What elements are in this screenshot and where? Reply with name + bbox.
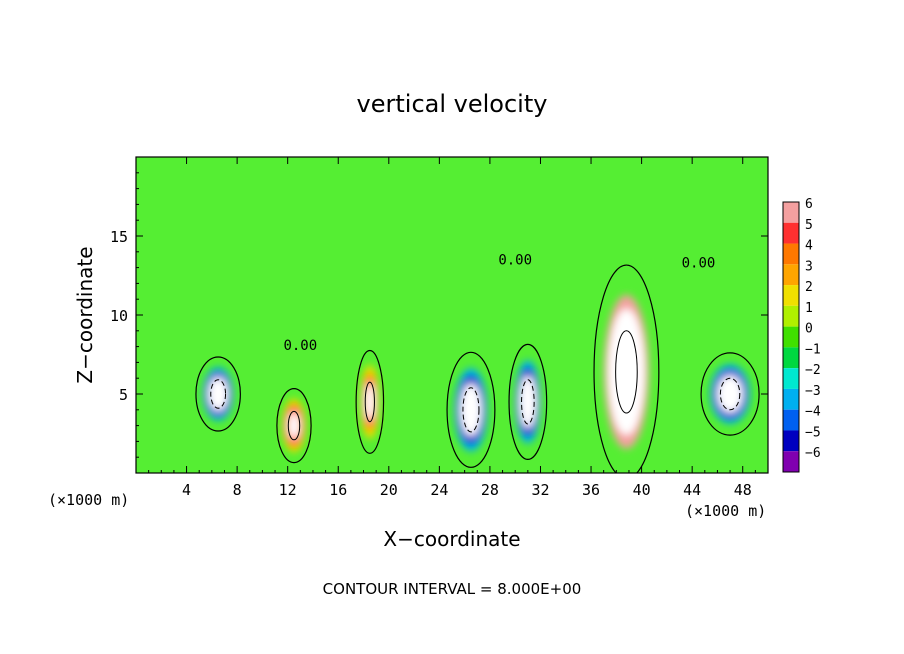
colorbar-label-5: 1 <box>805 301 813 316</box>
contour-label-1: 0.00 <box>498 252 532 268</box>
colorbar-swatch-5 <box>783 305 799 327</box>
feature-downdraft-2-level-5 <box>465 396 477 424</box>
colorbar-swatch-10 <box>783 409 799 431</box>
x-tick-label-0: 4 <box>182 481 191 499</box>
colorbar-swatch-12 <box>783 451 799 472</box>
colorbar-label-2: 4 <box>805 239 813 254</box>
x-tick-label-5: 24 <box>430 481 448 499</box>
feature-updraft-0-level-5 <box>619 347 634 397</box>
colorbar-swatch-11 <box>783 430 799 452</box>
contour-label-0: 0.00 <box>283 338 317 354</box>
feature-downdraft-1-level-5 <box>523 388 533 416</box>
inner-contour-1 <box>521 379 535 425</box>
inner-contour-2 <box>462 387 480 433</box>
zero-contour-1 <box>508 343 548 460</box>
contour-interval-footer: CONTOUR INTERVAL = 8.000E+00 <box>323 580 582 598</box>
y-tick-label-1: 10 <box>110 307 128 325</box>
colorbar-label-4: 2 <box>805 280 813 295</box>
inner-contour-0 <box>615 330 638 414</box>
colorbar-label-10: −4 <box>805 405 821 420</box>
colorbar-swatch-4 <box>783 285 799 306</box>
feature-downdraft-3-level-5 <box>213 385 224 403</box>
x-tick-label-1: 8 <box>233 481 242 499</box>
x-unit-right: (×1000 m) <box>685 502 766 520</box>
feature-updraft-6-level-5 <box>366 390 373 414</box>
colorbar-swatch-7 <box>783 347 799 369</box>
chart-title: vertical velocity <box>357 90 548 118</box>
colorbar-swatch-8 <box>783 368 799 389</box>
x-unit-left: (×1000 m) <box>48 491 129 509</box>
zero-contour-0 <box>593 264 660 473</box>
colorbar-label-7: −1 <box>805 342 821 357</box>
zero-contour-6 <box>355 349 385 454</box>
x-tick-label-8: 36 <box>582 481 600 499</box>
colorbar-label-8: −2 <box>805 363 821 378</box>
inner-contour-3 <box>210 379 227 409</box>
x-tick-label-2: 12 <box>279 481 297 499</box>
colorbar-swatch-9 <box>783 388 799 410</box>
feature-downdraft-4-level-5 <box>723 384 737 404</box>
zero-contour-4 <box>700 352 760 436</box>
inner-contour-6 <box>364 381 375 423</box>
colorbar-label-3: 3 <box>805 259 813 274</box>
field-background <box>136 157 768 473</box>
inner-contour-5 <box>287 410 301 441</box>
x-tick-label-9: 40 <box>633 481 651 499</box>
x-tick-label-7: 32 <box>531 481 549 499</box>
colorbar-swatch-1 <box>783 222 799 244</box>
inner-contour-4 <box>719 377 741 411</box>
colorbar-label-9: −3 <box>805 384 821 399</box>
velocity-field <box>136 157 768 473</box>
colorbar-label-0: 6 <box>805 197 813 212</box>
x-tick-label-6: 28 <box>481 481 499 499</box>
colorbar-swatch-2 <box>783 243 799 265</box>
y-tick-label-2: 15 <box>110 228 128 246</box>
x-tick-label-4: 20 <box>380 481 398 499</box>
colorbar-label-11: −5 <box>805 425 821 440</box>
colorbar-swatch-0 <box>783 202 799 223</box>
colorbar-label-12: −6 <box>805 446 821 461</box>
colorbar-swatch-3 <box>783 264 799 286</box>
x-tick-label-10: 44 <box>683 481 701 499</box>
x-tick-label-11: 48 <box>734 481 752 499</box>
x-tick-label-3: 16 <box>329 481 347 499</box>
x-axis-label: X−coordinate <box>383 527 520 551</box>
contour-lines: 0.00 0.00 0.00 <box>195 252 760 473</box>
y-tick-label-0: 5 <box>119 386 128 404</box>
colorbar-swatch-6 <box>783 326 799 348</box>
contour-label-2: 0.00 <box>682 256 716 272</box>
colorbar-label-6: 0 <box>805 322 813 337</box>
colorbar-frame <box>782 201 800 473</box>
zero-contour-2 <box>446 351 496 468</box>
colorbar-label-1: 5 <box>805 218 813 233</box>
y-axis: 5 10 15 <box>110 172 768 458</box>
x-axis: 4 8 12 16 20 24 28 32 36 40 44 48 <box>148 157 756 499</box>
feature-updraft-5-level-5 <box>290 417 298 435</box>
zero-contour-3 <box>195 356 241 432</box>
colorbar: 6 5 4 3 2 1 0 −1 −2 −3 −4 −5 −6 <box>782 197 821 473</box>
y-axis-label: Z−coordinate <box>73 246 97 383</box>
zero-contour-5 <box>276 388 312 464</box>
